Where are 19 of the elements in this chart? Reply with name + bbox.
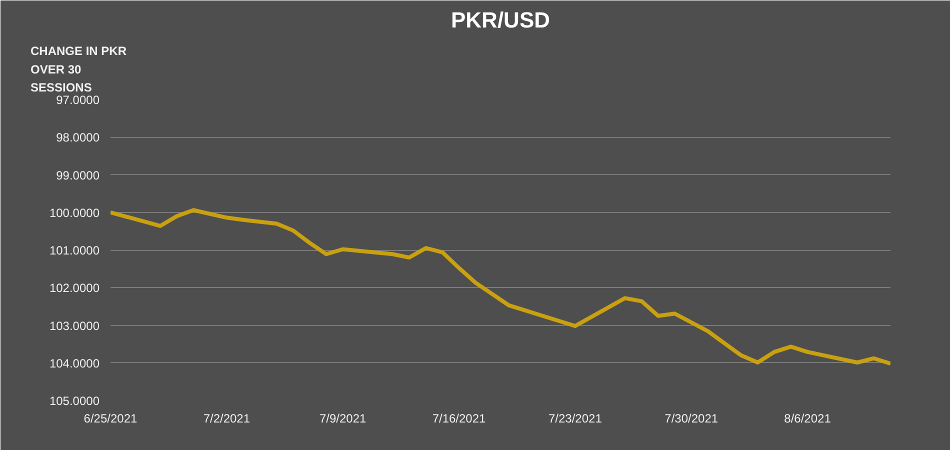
x-tick-label: 7/2/2021: [203, 412, 250, 426]
chart-title: PKR/USD: [450, 8, 550, 32]
y-tick-label: 99.0000: [56, 168, 100, 182]
x-tick-label: 7/9/2021: [319, 412, 367, 426]
y-tick-label: 102.0000: [49, 281, 100, 296]
y-tick-label: 101.0000: [49, 244, 100, 258]
y-tick-label: 97.0000: [56, 93, 100, 107]
y-tick-label: 98.0000: [56, 130, 100, 145]
x-tick-label: 7/16/2021: [432, 412, 486, 426]
y-tick-label: 105.0000: [49, 394, 100, 408]
x-tick-label: 6/25/2021: [84, 412, 138, 426]
x-tick-label: 7/23/2021: [548, 412, 602, 426]
x-tick-label: 8/6/2021: [784, 412, 832, 426]
x-tick-label: 7/30/2021: [664, 412, 718, 426]
y-axis-title: CHANGE IN PKR OVER 30 SESSIONS: [30, 44, 127, 94]
y-tick-label: 104.0000: [49, 356, 100, 370]
y-tick-label: 100.0000: [49, 206, 100, 220]
line-series: [110, 208, 890, 366]
y-tick-label: 103.0000: [49, 318, 100, 333]
